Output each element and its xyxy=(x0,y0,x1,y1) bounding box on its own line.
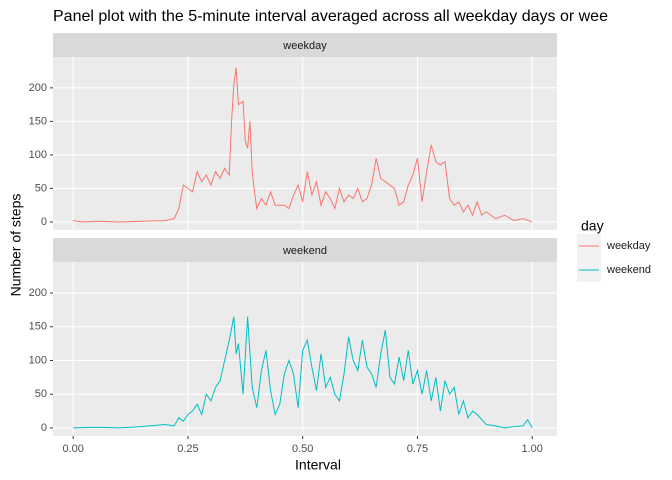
x-tick-label: 0.75 xyxy=(407,443,428,455)
panel-background xyxy=(53,57,557,230)
series-line xyxy=(73,316,533,429)
strip xyxy=(53,33,557,57)
strip-label: weekday xyxy=(282,40,327,52)
legend-title: day xyxy=(581,218,604,234)
x-tick-label: 0.00 xyxy=(62,443,83,455)
x-axis-label: Interval xyxy=(295,457,341,473)
y-tick-label: 100 xyxy=(29,354,47,366)
y-tick-label: 50 xyxy=(35,388,47,400)
y-tick-label: 200 xyxy=(29,287,47,299)
legend-label: weekend xyxy=(606,264,651,276)
y-tick-label: 0 xyxy=(41,422,47,434)
y-tick-label: 200 xyxy=(29,82,47,94)
y-tick-label: 0 xyxy=(41,216,47,228)
series-line xyxy=(73,67,533,223)
y-tick-label: 150 xyxy=(29,115,47,127)
strip xyxy=(53,238,557,262)
y-tick-label: 150 xyxy=(29,321,47,333)
x-tick-label: 1.00 xyxy=(522,443,543,455)
legend-label: weekday xyxy=(606,240,651,252)
y-tick-label: 100 xyxy=(29,149,47,161)
y-tick-label: 50 xyxy=(35,182,47,194)
x-tick-label: 0.50 xyxy=(292,443,313,455)
chart-title: Panel plot with the 5-minute interval av… xyxy=(53,8,608,25)
panel-background xyxy=(53,262,557,436)
x-tick-label: 0.25 xyxy=(177,443,198,455)
y-axis-label: Number of steps xyxy=(8,194,24,297)
strip-label: weekend xyxy=(282,245,327,257)
